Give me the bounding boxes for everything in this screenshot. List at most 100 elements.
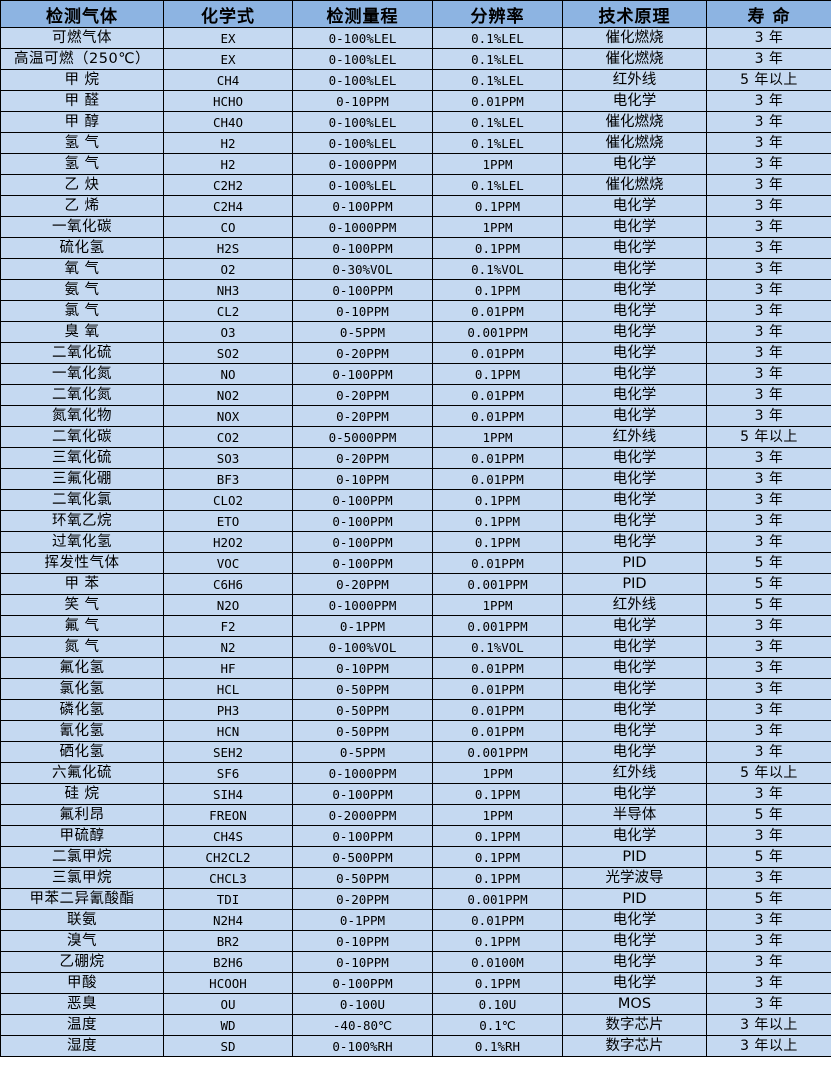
cell-principle: 催化燃烧 <box>562 27 707 49</box>
cell-resolution: 0.01PPM <box>432 468 563 490</box>
cell-name: 氯化氢 <box>0 678 164 700</box>
cell-range: 0-100%RH <box>292 1035 433 1057</box>
cell-range: 0-1PPM <box>292 909 433 931</box>
table-row: 可燃气体 EX 0-100%LEL 0.1%LEL 催化燃烧 3 年 <box>0 27 831 49</box>
cell-life: 3 年 <box>706 510 831 532</box>
column-header-formula: 化学式 <box>163 0 293 28</box>
cell-range: 0-20PPM <box>292 405 433 427</box>
cell-name: 甲硫醇 <box>0 825 164 847</box>
cell-resolution: 1PPM <box>432 216 563 238</box>
cell-life: 3 年 <box>706 111 831 133</box>
cell-range: 0-20PPM <box>292 447 433 469</box>
table-row: 溴气 BR2 0-10PPM 0.1PPM 电化学 3 年 <box>0 930 831 952</box>
table-row: 甲 烷 CH4 0-100%LEL 0.1%LEL 红外线 5 年以上 <box>0 69 831 91</box>
cell-formula: H2S <box>163 237 293 259</box>
cell-formula: HCOOH <box>163 972 293 994</box>
cell-formula: N2H4 <box>163 909 293 931</box>
cell-formula: CHCL3 <box>163 867 293 889</box>
cell-formula: FREON <box>163 804 293 826</box>
cell-formula: WD <box>163 1014 293 1036</box>
cell-principle: 红外线 <box>562 594 707 616</box>
cell-resolution: 0.1%LEL <box>432 174 563 196</box>
table-row: 湿度 SD 0-100%RH 0.1%RH 数字芯片 3 年以上 <box>0 1035 831 1057</box>
column-header-name: 检测气体 <box>0 0 164 28</box>
cell-name: 二氧化氯 <box>0 489 164 511</box>
cell-resolution: 0.001PPM <box>432 321 563 343</box>
cell-range: 0-10PPM <box>292 930 433 952</box>
table-row: 笑 气 N2O 0-1000PPM 1PPM 红外线 5 年 <box>0 594 831 616</box>
cell-life: 5 年以上 <box>706 69 831 91</box>
cell-name: 乙 炔 <box>0 174 164 196</box>
cell-resolution: 0.1%VOL <box>432 636 563 658</box>
cell-principle: 电化学 <box>562 153 707 175</box>
cell-resolution: 0.1PPM <box>432 972 563 994</box>
cell-range: 0-100%LEL <box>292 174 433 196</box>
cell-principle: 电化学 <box>562 468 707 490</box>
table-row: 甲酸 HCOOH 0-100PPM 0.1PPM 电化学 3 年 <box>0 972 831 994</box>
cell-principle: 电化学 <box>562 636 707 658</box>
cell-range: 0-10PPM <box>292 657 433 679</box>
table-row: 甲 醇 CH4O 0-100%LEL 0.1%LEL 催化燃烧 3 年 <box>0 111 831 133</box>
cell-life: 5 年 <box>706 594 831 616</box>
cell-formula: NO <box>163 363 293 385</box>
cell-life: 3 年 <box>706 153 831 175</box>
table-row: 乙硼烷 B2H6 0-10PPM 0.0100M 电化学 3 年 <box>0 951 831 973</box>
cell-principle: 电化学 <box>562 300 707 322</box>
cell-range: 0-100%LEL <box>292 111 433 133</box>
cell-name: 氟化氢 <box>0 657 164 679</box>
cell-formula: CL2 <box>163 300 293 322</box>
cell-formula: SEH2 <box>163 741 293 763</box>
cell-resolution: 0.1PPM <box>432 825 563 847</box>
cell-formula: HCHO <box>163 90 293 112</box>
cell-range: 0-50PPM <box>292 867 433 889</box>
table-row: 氟化氢 HF 0-10PPM 0.01PPM 电化学 3 年 <box>0 657 831 679</box>
cell-principle: 电化学 <box>562 909 707 931</box>
cell-name: 氟利昂 <box>0 804 164 826</box>
cell-resolution: 0.1PPM <box>432 846 563 868</box>
table-row: 甲 醛 HCHO 0-10PPM 0.01PPM 电化学 3 年 <box>0 90 831 112</box>
table-row: 磷化氢 PH3 0-50PPM 0.01PPM 电化学 3 年 <box>0 699 831 721</box>
table-row: 乙 炔 C2H2 0-100%LEL 0.1%LEL 催化燃烧 3 年 <box>0 174 831 196</box>
cell-formula: SIH4 <box>163 783 293 805</box>
cell-life: 3 年 <box>706 48 831 70</box>
cell-resolution: 0.001PPM <box>432 573 563 595</box>
cell-principle: 电化学 <box>562 342 707 364</box>
cell-resolution: 0.1PPM <box>432 510 563 532</box>
cell-principle: 电化学 <box>562 90 707 112</box>
cell-range: 0-10PPM <box>292 300 433 322</box>
cell-formula: CH4O <box>163 111 293 133</box>
cell-life: 3 年 <box>706 90 831 112</box>
cell-principle: 电化学 <box>562 972 707 994</box>
cell-principle: 催化燃烧 <box>562 48 707 70</box>
cell-formula: CH2CL2 <box>163 846 293 868</box>
table-row: 三氯甲烷 CHCL3 0-50PPM 0.1PPM 光学波导 3 年 <box>0 867 831 889</box>
cell-principle: 电化学 <box>562 258 707 280</box>
cell-name: 溴气 <box>0 930 164 952</box>
cell-name: 氰化氢 <box>0 720 164 742</box>
cell-range: 0-100PPM <box>292 783 433 805</box>
cell-resolution: 0.01PPM <box>432 300 563 322</box>
table-row: 二氧化碳 CO2 0-5000PPM 1PPM 红外线 5 年以上 <box>0 426 831 448</box>
cell-name: 氢 气 <box>0 132 164 154</box>
cell-life: 5 年 <box>706 888 831 910</box>
table-row: 氯 气 CL2 0-10PPM 0.01PPM 电化学 3 年 <box>0 300 831 322</box>
cell-resolution: 0.10U <box>432 993 563 1015</box>
table-row: 三氧化硫 SO3 0-20PPM 0.01PPM 电化学 3 年 <box>0 447 831 469</box>
cell-life: 3 年 <box>706 636 831 658</box>
cell-range: 0-100PPM <box>292 531 433 553</box>
cell-life: 3 年 <box>706 447 831 469</box>
table-row: 硅 烷 SIH4 0-100PPM 0.1PPM 电化学 3 年 <box>0 783 831 805</box>
cell-name: 笑 气 <box>0 594 164 616</box>
cell-range: 0-50PPM <box>292 699 433 721</box>
cell-name: 硅 烷 <box>0 783 164 805</box>
cell-formula: VOC <box>163 552 293 574</box>
cell-life: 3 年以上 <box>706 1035 831 1057</box>
cell-range: 0-1PPM <box>292 615 433 637</box>
cell-principle: 电化学 <box>562 237 707 259</box>
cell-range: 0-5PPM <box>292 321 433 343</box>
cell-name: 硒化氢 <box>0 741 164 763</box>
cell-range: 0-5000PPM <box>292 426 433 448</box>
table-row: 二氧化硫 SO2 0-20PPM 0.01PPM 电化学 3 年 <box>0 342 831 364</box>
cell-formula: HCL <box>163 678 293 700</box>
